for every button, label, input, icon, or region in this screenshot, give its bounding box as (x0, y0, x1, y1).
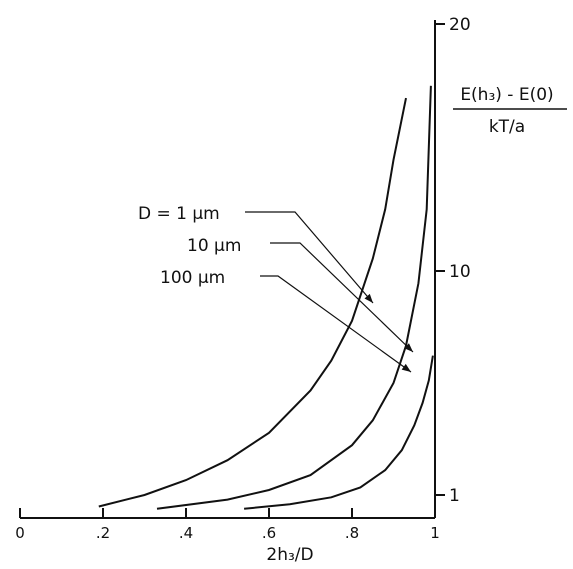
series-label-3: 100 μm (160, 268, 225, 288)
axes: 0 .2 .4 .6 .8 11 10 20 (15, 15, 470, 542)
y-axis-label-denominator: kT/a (489, 117, 525, 137)
series-arrowhead-2 (404, 343, 413, 352)
series-arrowhead-3 (401, 363, 411, 372)
x-tick-label: 1 (430, 524, 440, 542)
axis-labels: 2h₃/D E(h₃) - E(0) kT/a (266, 85, 567, 565)
annotations: D = 1 μm 10 μm 100 μm (138, 204, 414, 373)
series-leader-2 (270, 242, 414, 353)
x-tick-label: 0 (15, 524, 25, 542)
x-tick-label: .6 (262, 524, 276, 542)
curves (98, 85, 434, 510)
series-line-2 (156, 85, 432, 510)
y-tick-label: 10 (449, 262, 471, 282)
series-arrowhead-1 (364, 293, 373, 303)
series-line-1 (98, 97, 407, 508)
x-tick-label: .2 (96, 524, 110, 542)
series-leader-3 (260, 275, 412, 373)
y-tick-label: 1 (449, 486, 460, 506)
series-line-3 (243, 355, 434, 510)
x-tick-label: .8 (345, 524, 359, 542)
series-label-2: 10 μm (187, 236, 241, 256)
x-tick-label: .4 (179, 524, 193, 542)
series-label-1: D = 1 μm (138, 204, 220, 224)
y-tick-label: 20 (449, 15, 471, 35)
series-leader-1 (245, 211, 374, 304)
x-axis-label: 2h₃/D (266, 545, 313, 565)
y-axis-label-numerator: E(h₃) - E(0) (460, 85, 553, 105)
